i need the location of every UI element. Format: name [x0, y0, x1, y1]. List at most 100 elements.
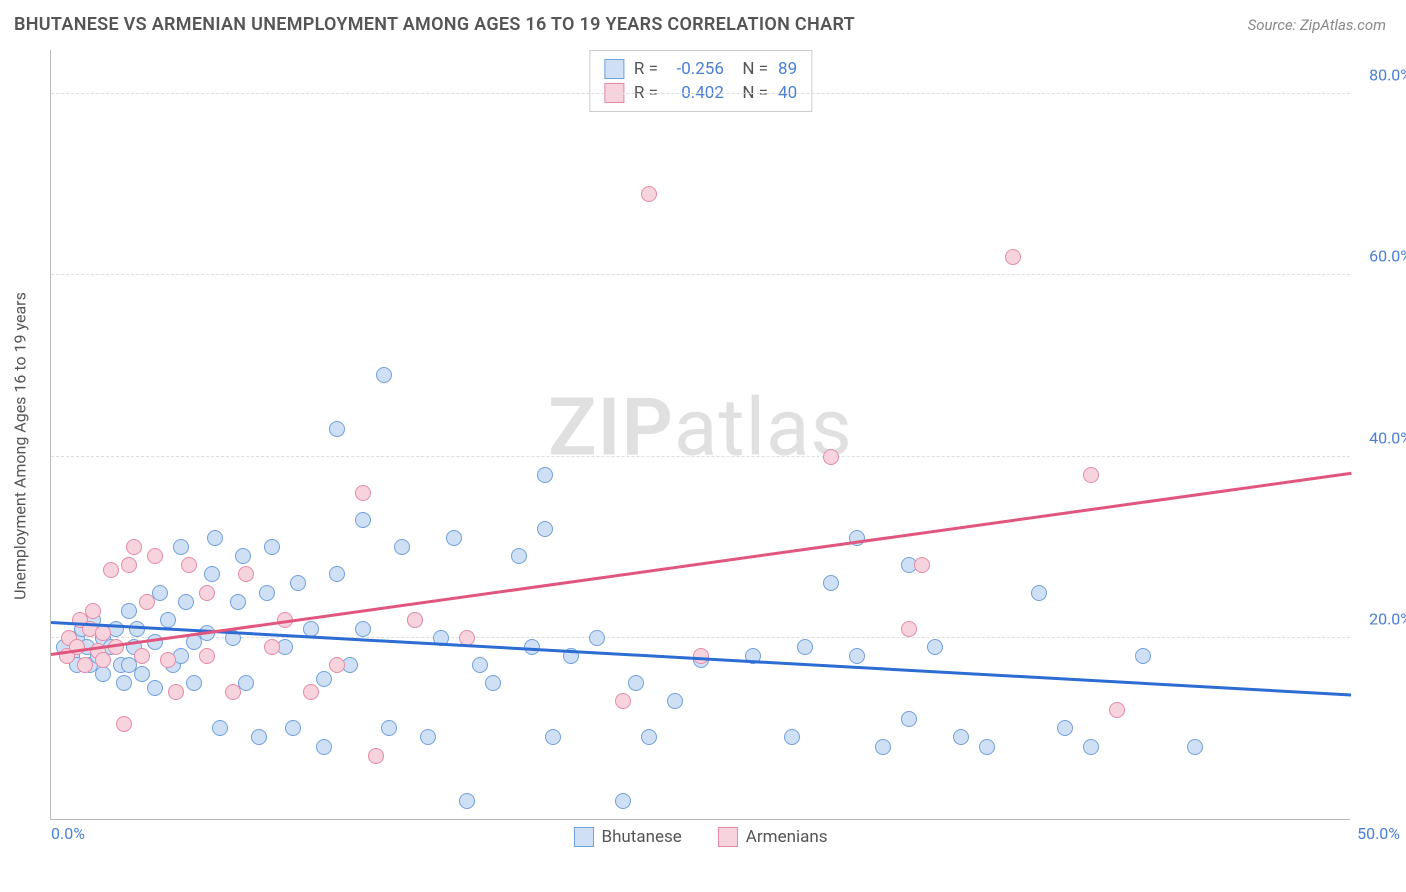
data-point-armenians — [303, 684, 319, 700]
data-point-bhutanese — [1083, 739, 1099, 755]
data-point-armenians — [103, 562, 119, 578]
data-point-armenians — [160, 652, 176, 668]
y-tick-label: 20.0% — [1369, 609, 1406, 628]
data-point-bhutanese — [1031, 585, 1047, 601]
grid-line — [51, 93, 1350, 94]
grid-line — [51, 456, 1350, 457]
data-point-bhutanese — [667, 693, 683, 709]
data-point-bhutanese — [316, 671, 332, 687]
data-point-armenians — [1005, 249, 1021, 265]
data-point-bhutanese — [259, 585, 275, 601]
y-axis-title: Unemployment Among Ages 16 to 19 years — [11, 292, 30, 600]
y-tick-label: 60.0% — [1369, 247, 1406, 266]
data-point-bhutanese — [212, 720, 228, 736]
data-point-bhutanese — [784, 729, 800, 745]
data-point-bhutanese — [235, 548, 251, 564]
data-point-bhutanese — [329, 566, 345, 582]
legend-label-armenians: Armenians — [746, 827, 828, 847]
data-point-bhutanese — [797, 639, 813, 655]
legend-item-bhutanese: Bhutanese — [573, 827, 681, 847]
data-point-bhutanese — [589, 630, 605, 646]
data-point-bhutanese — [376, 367, 392, 383]
data-point-armenians — [139, 594, 155, 610]
x-axis-start-label: 0.0% — [51, 824, 85, 843]
data-point-bhutanese — [381, 720, 397, 736]
data-point-armenians — [126, 539, 142, 555]
data-point-armenians — [615, 693, 631, 709]
grid-line — [51, 637, 1350, 638]
swatch-bhutanese — [604, 59, 624, 79]
data-point-bhutanese — [537, 521, 553, 537]
legend-swatch-armenians — [718, 827, 738, 847]
data-point-bhutanese — [251, 729, 267, 745]
legend-swatch-bhutanese — [573, 827, 593, 847]
data-point-bhutanese — [615, 793, 631, 809]
r-value-bhutanese: -0.256 — [668, 59, 724, 79]
series-legend: Bhutanese Armenians — [573, 827, 827, 847]
data-point-bhutanese — [355, 621, 371, 637]
grid-line — [51, 274, 1350, 275]
y-tick-label: 80.0% — [1369, 66, 1406, 85]
data-point-armenians — [116, 716, 132, 732]
data-point-bhutanese — [1187, 739, 1203, 755]
data-point-bhutanese — [446, 530, 462, 546]
data-point-bhutanese — [264, 539, 280, 555]
data-point-armenians — [199, 585, 215, 601]
data-point-armenians — [1109, 702, 1125, 718]
data-point-bhutanese — [121, 603, 137, 619]
data-point-armenians — [329, 657, 345, 673]
data-point-bhutanese — [204, 566, 220, 582]
data-point-bhutanese — [628, 675, 644, 691]
data-point-armenians — [199, 648, 215, 664]
data-point-bhutanese — [147, 680, 163, 696]
data-point-bhutanese — [511, 548, 527, 564]
legend-label-bhutanese: Bhutanese — [601, 827, 681, 847]
legend-item-armenians: Armenians — [718, 827, 828, 847]
data-point-bhutanese — [290, 575, 306, 591]
data-point-bhutanese — [285, 720, 301, 736]
data-point-bhutanese — [134, 666, 150, 682]
data-point-armenians — [1083, 467, 1099, 483]
y-tick-label: 40.0% — [1369, 428, 1406, 447]
data-point-armenians — [355, 485, 371, 501]
data-point-armenians — [134, 648, 150, 664]
correlation-row-bhutanese: R = -0.256 N = 89 — [604, 57, 797, 81]
data-point-armenians — [77, 657, 93, 673]
correlation-legend: R = -0.256 N = 89 R = 0.402 N = 40 — [589, 50, 812, 112]
data-point-bhutanese — [849, 648, 865, 664]
source-label: Source: ZipAtlas.com — [1248, 16, 1386, 34]
data-point-armenians — [95, 625, 111, 641]
data-point-bhutanese — [875, 739, 891, 755]
data-point-bhutanese — [420, 729, 436, 745]
data-point-bhutanese — [979, 739, 995, 755]
data-point-armenians — [85, 603, 101, 619]
data-point-armenians — [823, 449, 839, 465]
data-point-armenians — [264, 639, 280, 655]
page-title: BHUTANESE VS ARMENIAN UNEMPLOYMENT AMONG… — [14, 14, 855, 35]
data-point-armenians — [901, 621, 917, 637]
data-point-armenians — [238, 566, 254, 582]
data-point-bhutanese — [472, 657, 488, 673]
data-point-bhutanese — [207, 530, 223, 546]
data-point-armenians — [181, 557, 197, 573]
data-point-armenians — [168, 684, 184, 700]
data-point-bhutanese — [485, 675, 501, 691]
data-point-bhutanese — [160, 612, 176, 628]
data-point-bhutanese — [355, 512, 371, 528]
data-point-bhutanese — [178, 594, 194, 610]
data-point-bhutanese — [537, 467, 553, 483]
data-point-bhutanese — [823, 575, 839, 591]
data-point-bhutanese — [173, 539, 189, 555]
data-point-bhutanese — [953, 729, 969, 745]
data-point-bhutanese — [545, 729, 561, 745]
data-point-armenians — [225, 684, 241, 700]
data-point-bhutanese — [927, 639, 943, 655]
data-point-armenians — [121, 557, 137, 573]
data-point-armenians — [147, 548, 163, 564]
x-axis-end-label: 50.0% — [1357, 824, 1400, 843]
data-point-bhutanese — [901, 711, 917, 727]
data-point-bhutanese — [186, 675, 202, 691]
data-point-armenians — [368, 748, 384, 764]
data-point-bhutanese — [230, 594, 246, 610]
data-point-bhutanese — [329, 421, 345, 437]
